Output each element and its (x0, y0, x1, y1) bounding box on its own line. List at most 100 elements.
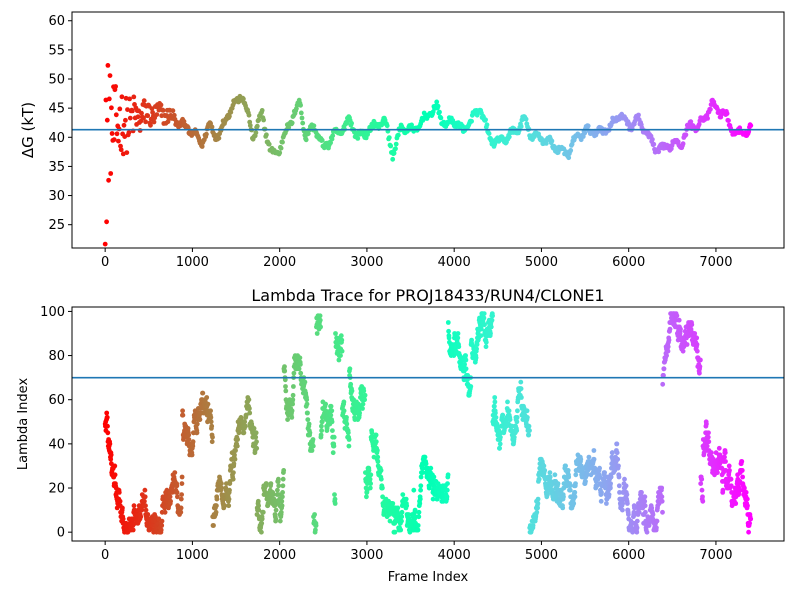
bottom-data-point (120, 505, 125, 511)
bottom-data-point (275, 487, 280, 493)
bottom-y-tick-label: 20 (48, 482, 65, 497)
bottom-data-point (105, 430, 111, 436)
bottom-data-point (304, 397, 310, 403)
bottom-data-point (205, 401, 211, 407)
bottom-data-point (482, 322, 487, 328)
bottom-data-point (615, 456, 621, 462)
bottom-data-point (422, 454, 428, 460)
bottom-data-point (178, 505, 184, 511)
bottom-data-point (620, 507, 625, 513)
bottom-data-point (280, 476, 286, 482)
top-data-point (124, 150, 130, 156)
top-data-point (582, 130, 588, 136)
bottom-data-point (333, 331, 338, 336)
bottom-data-point (194, 430, 200, 436)
bottom-data-point (395, 505, 401, 511)
bottom-data-point (563, 463, 568, 469)
bottom-data-point (507, 417, 513, 422)
bottom-data-point (700, 494, 705, 500)
bottom-data-point (463, 366, 469, 372)
top-data-point (328, 140, 333, 146)
bottom-data-point (737, 487, 743, 493)
bottom-data-point (739, 468, 745, 473)
bottom-data-point (254, 439, 259, 445)
bottom-data-point (328, 403, 334, 409)
bottom-data-point (667, 326, 673, 332)
bottom-data-point (346, 443, 352, 449)
bottom-data-point (368, 481, 373, 486)
top-data-point (150, 110, 156, 115)
bottom-data-point (230, 476, 236, 482)
bottom-data-point (505, 399, 510, 405)
bottom-data-point (179, 474, 185, 480)
bottom-data-point (567, 483, 573, 489)
top-data-point (141, 115, 146, 121)
bottom-data-point (277, 518, 283, 524)
bottom-data-point (404, 503, 410, 509)
bottom-data-point (674, 313, 680, 319)
bottom-data-point (298, 370, 304, 376)
bottom-data-point (624, 492, 630, 497)
bottom-data-point (107, 441, 113, 447)
bottom-data-point (227, 487, 232, 493)
bottom-data-point (332, 492, 337, 497)
top-data-point (216, 135, 222, 141)
bottom-data-point (418, 474, 424, 480)
bottom-data-point (462, 362, 467, 367)
bottom-data-point (678, 326, 683, 332)
bottom-data-point (259, 516, 265, 522)
bottom-data-point (642, 503, 648, 509)
bottom-data-point (278, 509, 284, 515)
bottom-data-point (474, 342, 480, 347)
bottom-data-point (617, 490, 622, 495)
bottom-data-point (599, 490, 604, 495)
bottom-data-point (610, 450, 615, 456)
bottom-data-point (290, 392, 296, 398)
bottom-data-point (473, 355, 479, 361)
bottom-data-point (608, 481, 613, 486)
bottom-data-point (597, 465, 602, 471)
bottom-data-point (744, 496, 750, 502)
bottom-data-point (403, 496, 409, 502)
top-data-point (344, 120, 350, 126)
bottom-data-point (399, 509, 405, 515)
bottom-data-point (317, 313, 323, 319)
bottom-data-point (178, 509, 184, 515)
bottom-data-point (500, 412, 506, 418)
bottom-data-point (566, 474, 572, 480)
bottom-data-point (246, 397, 252, 403)
bottom-data-point (692, 331, 698, 336)
top-data-point (254, 123, 260, 129)
bottom-data-point (328, 412, 334, 418)
bottom-data-point (256, 503, 261, 509)
bottom-data-point (279, 498, 285, 504)
bottom-data-point (285, 417, 290, 422)
top-y-tick-label: 40 (48, 131, 65, 146)
bottom-data-point (243, 423, 248, 429)
bottom-data-point (400, 492, 406, 497)
bottom-data-point (536, 476, 542, 482)
top-data-point (102, 241, 108, 247)
top-y-tick-label: 25 (48, 218, 65, 233)
top-data-point (104, 117, 110, 123)
bottom-data-point (341, 399, 347, 405)
bottom-data-point (739, 459, 745, 464)
bottom-data-point (319, 428, 324, 433)
bottom-data-point (455, 331, 461, 336)
bottom-data-point (644, 529, 650, 535)
top-data-point (149, 106, 155, 111)
bottom-data-point (305, 417, 311, 422)
bottom-data-point (362, 392, 368, 398)
bottom-data-point (715, 470, 720, 475)
bottom-data-point (347, 366, 353, 372)
bottom-data-point (561, 494, 566, 500)
bottom-data-point (659, 494, 665, 500)
bottom-x-tick-label: 3000 (350, 548, 383, 563)
bottom-data-point (186, 432, 192, 438)
bottom-data-point (623, 483, 629, 489)
bottom-x-axis-label: Frame Index (388, 570, 469, 585)
top-axes-frame (71, 11, 785, 249)
bottom-data-point (373, 432, 379, 438)
bottom-data-point (273, 507, 279, 513)
bottom-data-point (330, 450, 336, 456)
